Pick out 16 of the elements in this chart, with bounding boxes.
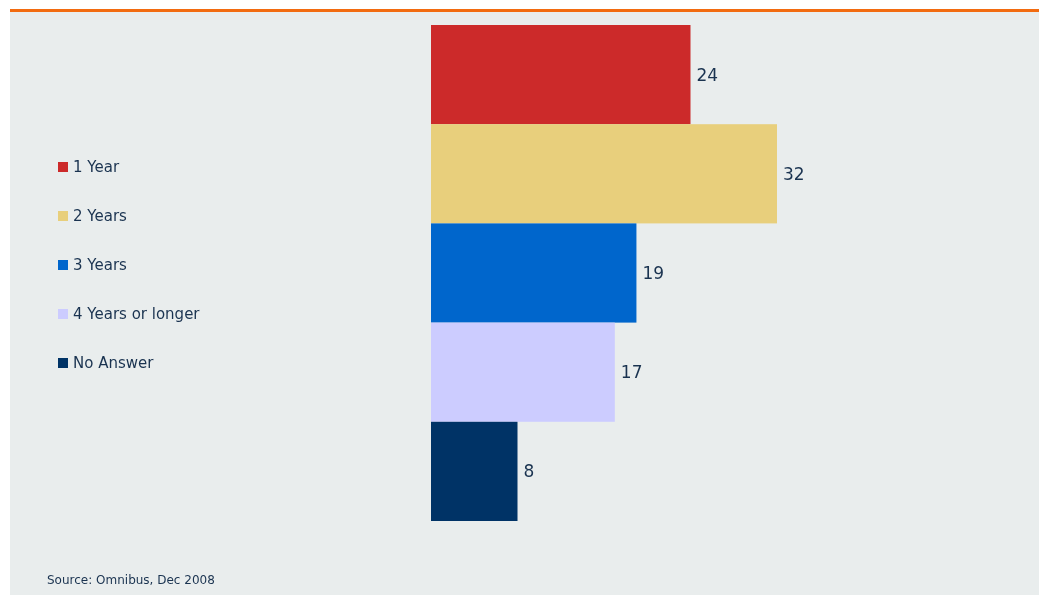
legend-label: 3 Years xyxy=(73,256,128,274)
data-label: 19 xyxy=(642,263,665,283)
bar xyxy=(431,421,518,521)
bar xyxy=(431,322,615,422)
data-label: 17 xyxy=(620,362,643,383)
data-label: 24 xyxy=(696,64,719,85)
legend-label: 4 Years or longer xyxy=(73,305,201,323)
legend-label: 1 Year xyxy=(73,158,120,176)
source-note: Source: Omnibus, Dec 2008 xyxy=(47,573,215,587)
data-label: 32 xyxy=(783,163,805,184)
bar xyxy=(431,124,777,224)
data-label: 8 xyxy=(523,461,535,482)
bar xyxy=(431,223,637,323)
legend-label: No Answer xyxy=(73,354,155,372)
bar xyxy=(431,25,691,125)
legend-label: 2 Years xyxy=(73,207,128,225)
